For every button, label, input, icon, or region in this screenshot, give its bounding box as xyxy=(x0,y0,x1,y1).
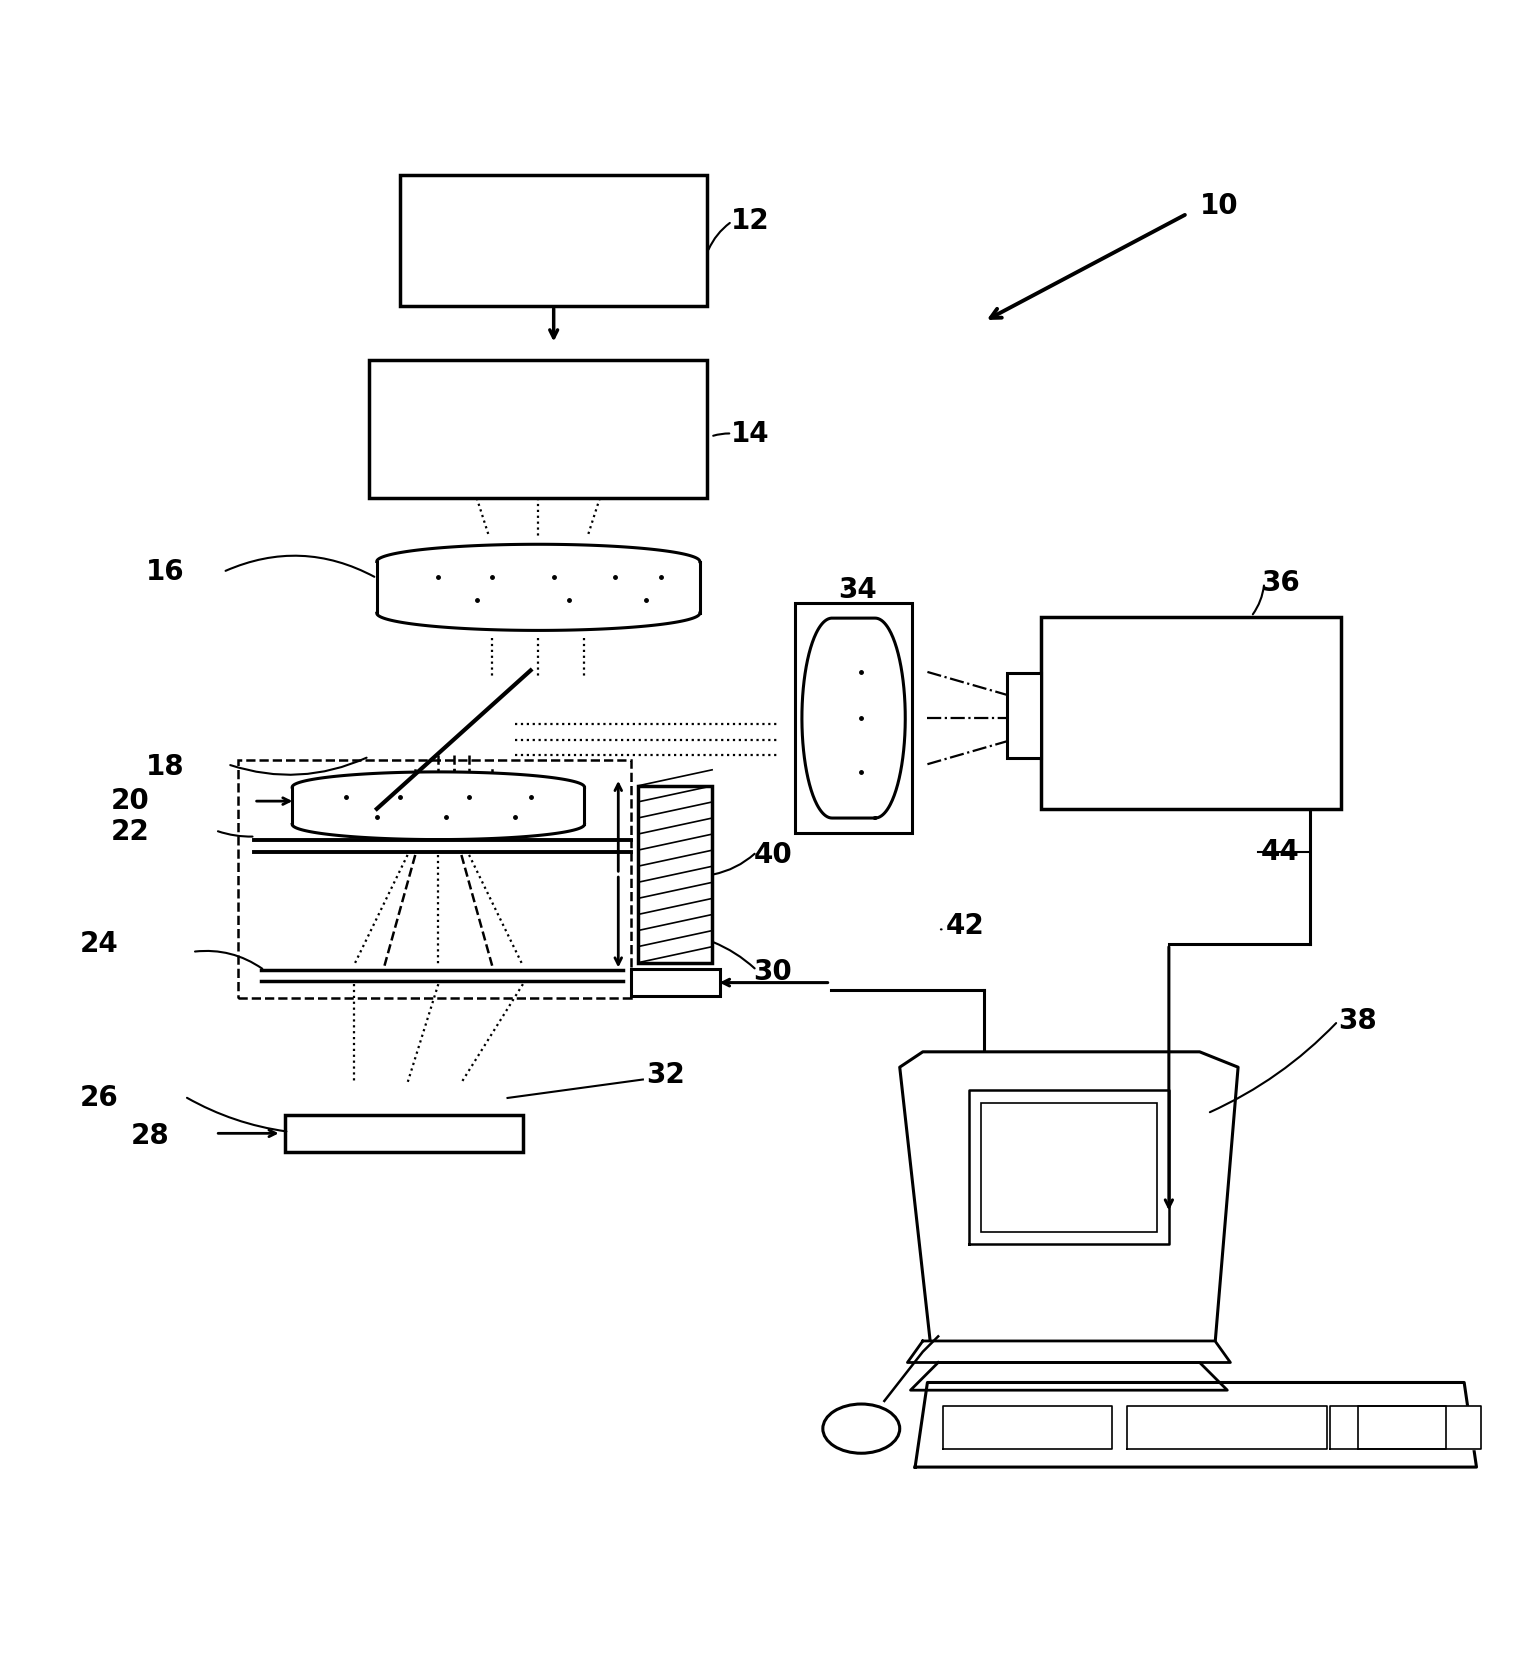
Bar xyxy=(631,969,720,997)
Text: 38: 38 xyxy=(1338,1007,1377,1036)
Text: 36: 36 xyxy=(1261,569,1300,597)
Polygon shape xyxy=(915,1382,1476,1467)
Polygon shape xyxy=(910,1362,1227,1390)
Bar xyxy=(400,176,707,306)
Text: 10: 10 xyxy=(1200,192,1238,219)
Polygon shape xyxy=(1330,1405,1446,1449)
Text: 28: 28 xyxy=(131,1123,169,1151)
Polygon shape xyxy=(1358,1405,1481,1449)
Text: 44: 44 xyxy=(1261,838,1300,867)
Polygon shape xyxy=(377,544,700,631)
Text: 22: 22 xyxy=(111,818,149,847)
Polygon shape xyxy=(801,617,906,818)
Text: 20: 20 xyxy=(111,786,149,815)
Text: 14: 14 xyxy=(731,420,769,448)
Text: 26: 26 xyxy=(80,1084,118,1113)
Text: 42: 42 xyxy=(946,912,984,940)
Bar xyxy=(795,602,912,833)
Polygon shape xyxy=(900,1052,1238,1343)
Bar xyxy=(238,760,631,999)
Text: 30: 30 xyxy=(754,959,792,985)
Text: 24: 24 xyxy=(80,930,118,959)
Bar xyxy=(369,360,707,499)
Polygon shape xyxy=(1127,1405,1327,1449)
Polygon shape xyxy=(292,771,584,840)
Text: 12: 12 xyxy=(731,207,769,236)
Text: 40: 40 xyxy=(754,842,792,868)
Bar xyxy=(285,1114,523,1151)
Polygon shape xyxy=(943,1405,1112,1449)
Text: 32: 32 xyxy=(646,1061,684,1089)
Bar xyxy=(1007,674,1041,758)
Bar xyxy=(638,786,712,962)
Text: 34: 34 xyxy=(838,577,877,604)
Polygon shape xyxy=(907,1342,1230,1362)
Bar xyxy=(1041,617,1341,808)
Text: 18: 18 xyxy=(146,753,185,781)
Bar xyxy=(981,1103,1157,1231)
Text: 16: 16 xyxy=(146,559,185,586)
Ellipse shape xyxy=(823,1404,900,1454)
